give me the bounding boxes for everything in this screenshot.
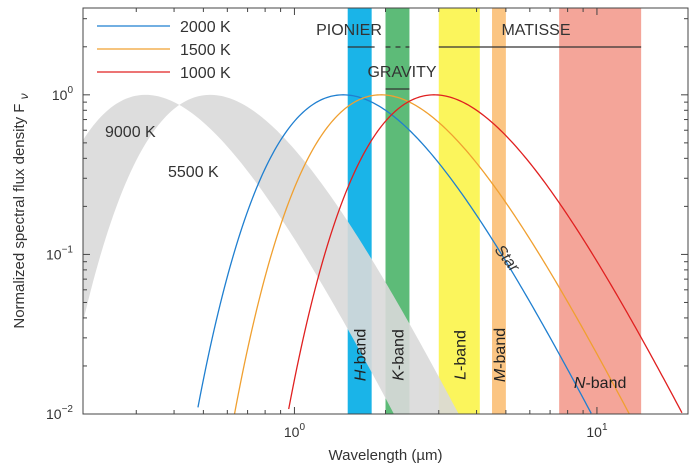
x-axis-title: Wavelength (µm) (329, 447, 443, 464)
annotations: H-band K-band L-band M-band N-band 9000 K 5500… (105, 124, 626, 392)
m-band-region (492, 8, 506, 414)
n-band-label: N-band (574, 375, 626, 392)
h-band-label: H-band (353, 329, 370, 381)
y-tick-label: 100 (52, 85, 74, 103)
x-tick-label: 100 (284, 422, 306, 440)
n-band-region (559, 8, 642, 414)
brown-dwarf-curves (197, 94, 683, 414)
star-9000k-label: 9000 K (105, 124, 156, 141)
instrument-coverage: PIONIER GRAVITY MATISSE (316, 22, 642, 90)
legend-label-1000k: 1000 K (180, 65, 231, 82)
pionier-label: PIONIER (316, 22, 382, 39)
star-5500k-label: 5500 K (168, 164, 219, 181)
series-2000k-line (197, 94, 592, 414)
k-band-label: K-band (390, 329, 407, 381)
star-spectrum-band (83, 94, 459, 414)
matisse-label: MATISSE (501, 22, 570, 39)
y-tick-label: 10−1 (46, 244, 73, 262)
l-band-label: L-band (452, 330, 469, 380)
m-band-label: M-band (492, 328, 509, 382)
x-tick-label: 101 (586, 422, 608, 440)
axes: 100 101 100 10−1 10−2 (46, 7, 689, 440)
gravity-label: GRAVITY (367, 64, 436, 81)
legend: 2000 K 1500 K 1000 K (97, 19, 231, 82)
legend-label-2000k: 2000 K (180, 19, 231, 36)
series-1500k-line (233, 94, 631, 414)
y-tick-label: 10−2 (46, 404, 73, 422)
star-spectrum-area (83, 94, 459, 414)
y-axis-title: Normalized spectral flux density F ν (11, 93, 31, 328)
legend-label-1500k: 1500 K (180, 42, 231, 59)
series-1000k-line (288, 94, 683, 414)
